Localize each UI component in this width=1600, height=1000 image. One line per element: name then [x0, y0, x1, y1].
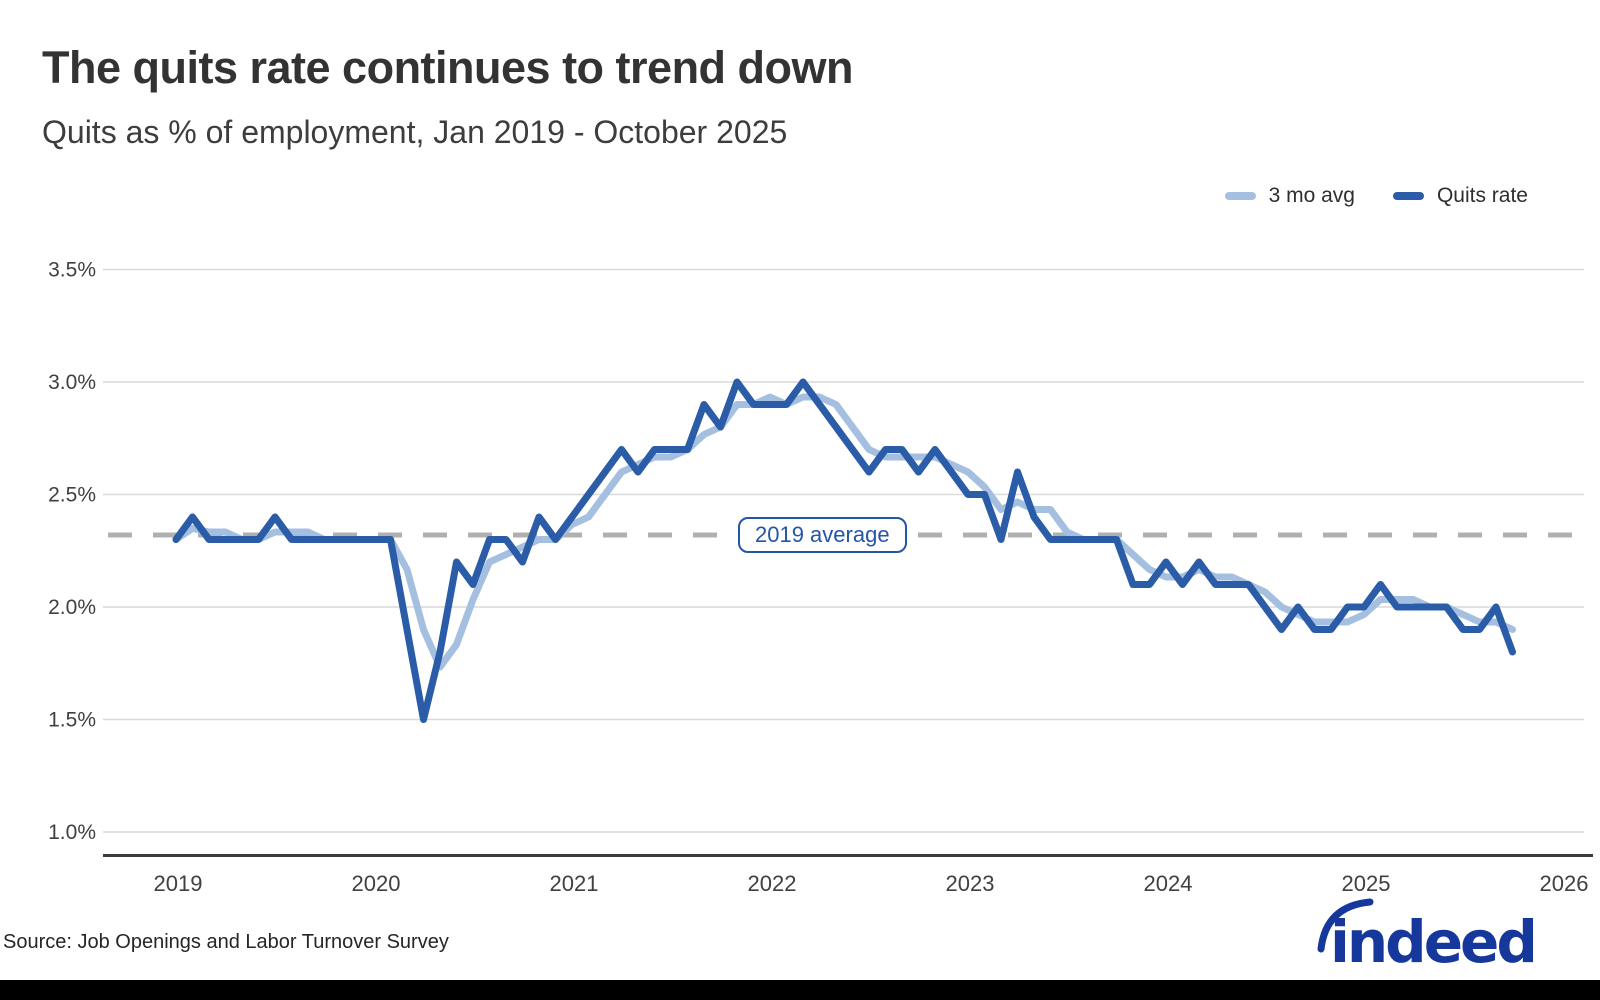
legend-swatch-quits-rate	[1392, 192, 1424, 200]
indeed-logo: indeed	[1300, 882, 1550, 978]
y-tick-label: 2.5%	[48, 484, 96, 507]
y-tick-label: 2.0%	[48, 596, 96, 619]
x-tick-label: 2020	[352, 871, 401, 896]
source-note: Source: Job Openings and Labor Turnover …	[3, 931, 449, 953]
legend-item-quits-rate: Quits rate	[1392, 184, 1528, 208]
logo-swoosh-icon	[1317, 898, 1374, 953]
chart-legend: 3 mo avg Quits rate	[1224, 184, 1528, 208]
x-tick-labels: 2019 2020 2021 2022 2023 2024 2025 2026	[154, 871, 1589, 896]
legend-swatch-3mo-avg	[1224, 192, 1256, 200]
x-tick-label: 2019	[154, 871, 203, 896]
y-tick-label: 1.0%	[48, 821, 96, 844]
x-tick-label: 2021	[550, 871, 599, 896]
x-tick-label: 2022	[748, 871, 797, 896]
page-subtitle: Quits as % of employment, Jan 2019 - Oct…	[42, 114, 788, 150]
legend-label-quits-rate: Quits rate	[1436, 184, 1528, 207]
bottom-black-bar	[0, 980, 1600, 1000]
legend-label-3mo-avg: 3 mo avg	[1268, 184, 1355, 207]
y-tick-label: 3.0%	[48, 371, 96, 394]
annotation-2019-average: 2019 average	[738, 517, 907, 553]
gridlines	[103, 268, 1584, 833]
x-tick-label: 2023	[946, 871, 995, 896]
quits-rate-line	[172, 378, 1516, 723]
three-month-avg-line	[172, 393, 1516, 671]
y-tick-labels: 3.5% 3.0% 2.5% 2.0% 1.5% 1.0%	[48, 259, 96, 845]
page-title: The quits rate continues to trend down	[42, 42, 854, 93]
y-tick-label: 3.5%	[48, 259, 96, 282]
series-lines	[172, 378, 1516, 723]
x-tick-label: 2025	[1342, 871, 1391, 896]
x-tick-label: 2024	[1144, 871, 1193, 896]
logo-text: indeed	[1330, 908, 1535, 976]
legend-item-3mo-avg: 3 mo avg	[1224, 184, 1355, 208]
x-tick-label: 2026	[1540, 871, 1589, 896]
y-tick-label: 1.5%	[48, 709, 96, 732]
